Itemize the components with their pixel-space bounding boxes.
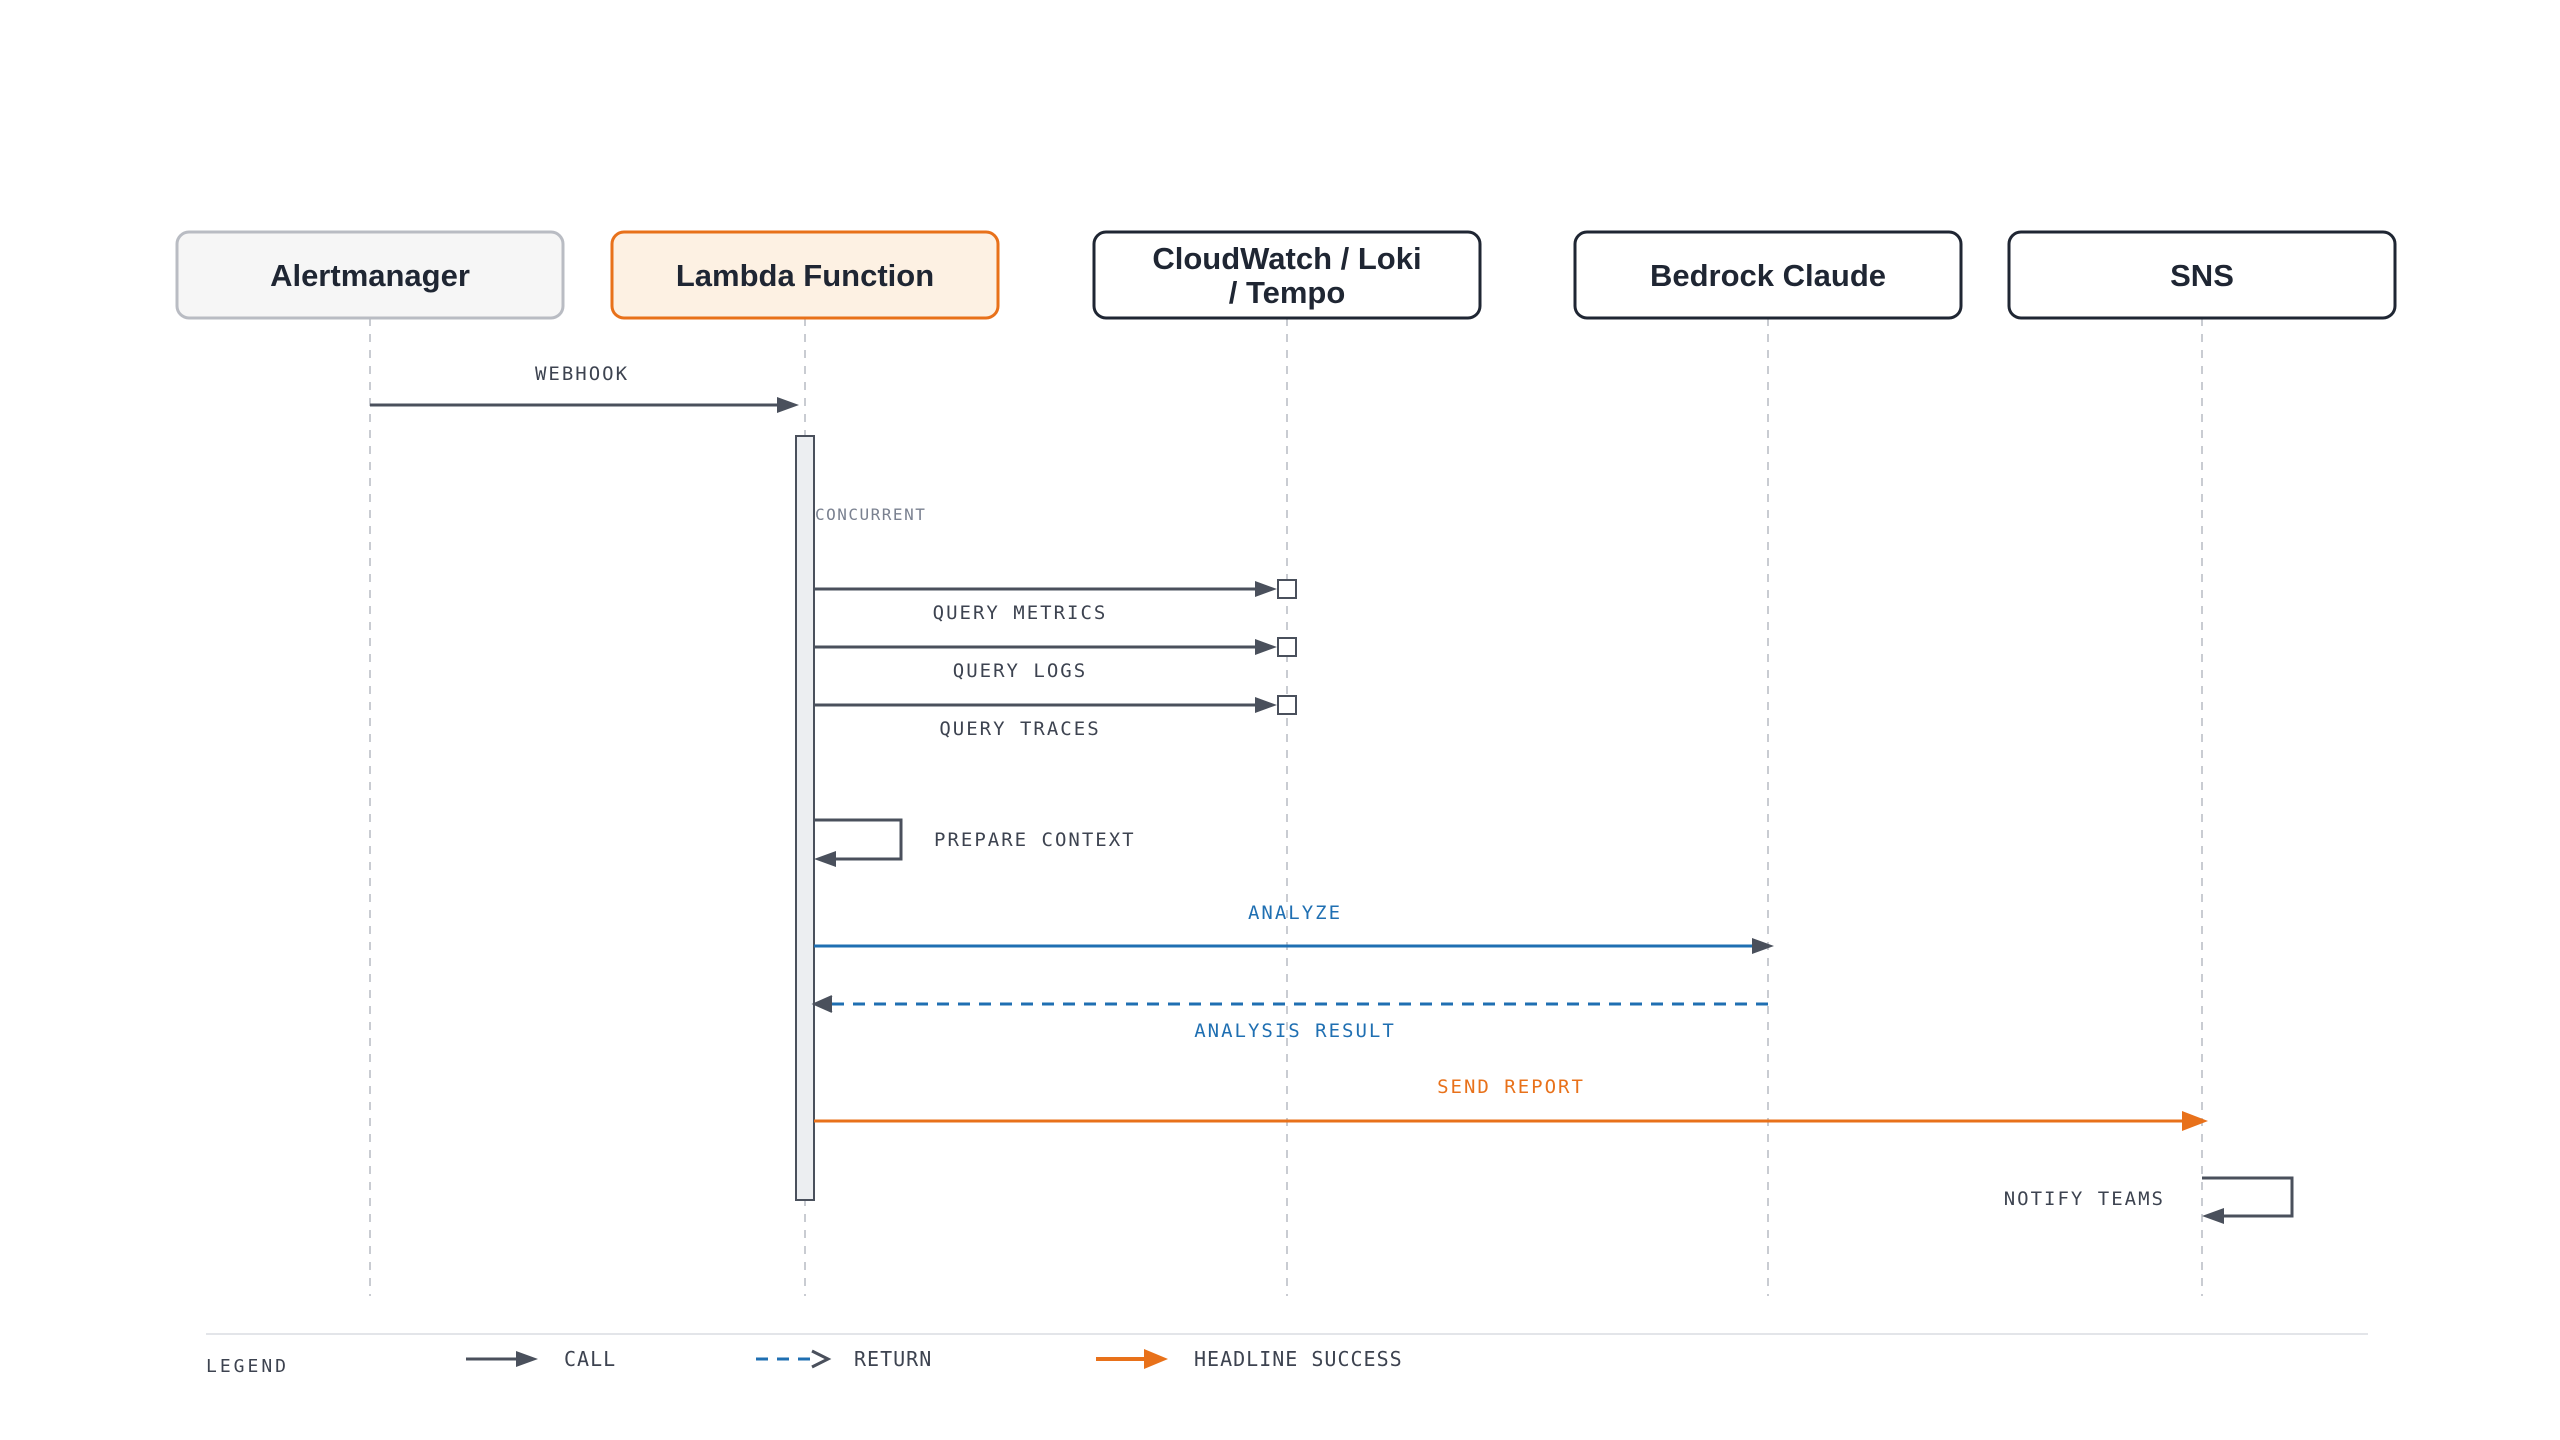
message-label-webhook: WEBHOOK (535, 363, 629, 385)
concurrent-note: CONCURRENT (815, 505, 926, 524)
message-label-analyze: ANALYZE (1248, 902, 1342, 924)
receiver-marker-query-metrics (1277, 579, 1297, 599)
message-arrowhead-notify-teams (2202, 1208, 2224, 1224)
message-label-analysis-result: ANALYSIS RESULT (1194, 1020, 1396, 1042)
message-arrowhead-send-report (2182, 1111, 2208, 1131)
messages-layer: CONCURRENT WEBHOOK QUERY METRICS QUERY LOGS… (370, 363, 2294, 1224)
participant-box-observability (1092, 230, 1482, 320)
message-arrowhead-query-logs (1255, 639, 1277, 655)
lambda-activation-bar (795, 435, 815, 1201)
message-line-notify-teams (2202, 1176, 2294, 1218)
participant-bedrock: Bedrock Claude (1573, 230, 1963, 320)
message-label-query-metrics: QUERY METRICS (933, 602, 1108, 624)
participant-sns: SNS (2007, 230, 2397, 320)
participant-label-lambda: Lambda Function (676, 258, 934, 293)
message-label-notify-teams: NOTIFY TEAMS (2004, 1188, 2165, 1210)
participant-observability: CloudWatch / Loki/ Tempo (1092, 230, 1482, 320)
legend: LEGEND CALL RETURN HEADLINE SUCCESS (206, 1333, 2368, 1377)
legend-item-call: CALL (466, 1347, 616, 1371)
message-arrowhead-query-traces (1255, 697, 1277, 713)
legend-item-return: RETURN (756, 1347, 932, 1371)
participant-box-bedrock (1573, 230, 1963, 320)
legend-label-return: RETURN (854, 1347, 932, 1371)
message-label-prepare-context: PREPARE CONTEXT (934, 829, 1136, 851)
receiver-marker-query-logs (1277, 637, 1297, 657)
participant-label-sns: SNS (2170, 258, 2234, 293)
lifelines-layer (369, 318, 2203, 1296)
participant-label-bedrock: Bedrock Claude (1650, 258, 1886, 293)
legend-arrowhead-call (516, 1351, 538, 1367)
message-arrowhead-analysis-result (811, 995, 833, 1013)
participant-label-alertmanager: Alertmanager (270, 258, 470, 293)
legend-label-call: CALL (564, 1347, 616, 1371)
activation-layer (795, 435, 815, 1201)
participant-box-lambda (610, 230, 1000, 320)
message-label-query-logs: QUERY LOGS (953, 660, 1087, 682)
legend-title: LEGEND (206, 1356, 289, 1377)
message-label-query-traces: QUERY TRACES (939, 718, 1100, 740)
message-line-prepare-context (814, 818, 903, 861)
participant-lambda: Lambda Function (610, 230, 1000, 320)
legend-arrowhead-success (1144, 1349, 1168, 1369)
legend-arrowhead-return (811, 1349, 832, 1369)
message-arrowhead-query-metrics (1255, 581, 1277, 597)
message-arrowhead-webhook (777, 397, 799, 413)
message-arrowhead-analyze (1752, 938, 1774, 954)
legend-item-success: HEADLINE SUCCESS (1096, 1347, 1403, 1371)
participant-alertmanager: Alertmanager (175, 230, 565, 320)
participants-layer: Alertmanager Lambda Function CloudWatch / … (175, 230, 2397, 320)
message-label-send-report: SEND REPORT (1437, 1076, 1585, 1098)
participant-label-observability: CloudWatch / Loki (1152, 241, 1421, 276)
message-arrowhead-prepare-context (814, 851, 836, 867)
participant-box-alertmanager (175, 230, 565, 320)
participant-label-observability: / Tempo (1229, 275, 1346, 310)
participant-box-sns (2007, 230, 2397, 320)
legend-label-success: HEADLINE SUCCESS (1194, 1347, 1403, 1371)
receiver-marker-query-traces (1277, 695, 1297, 715)
